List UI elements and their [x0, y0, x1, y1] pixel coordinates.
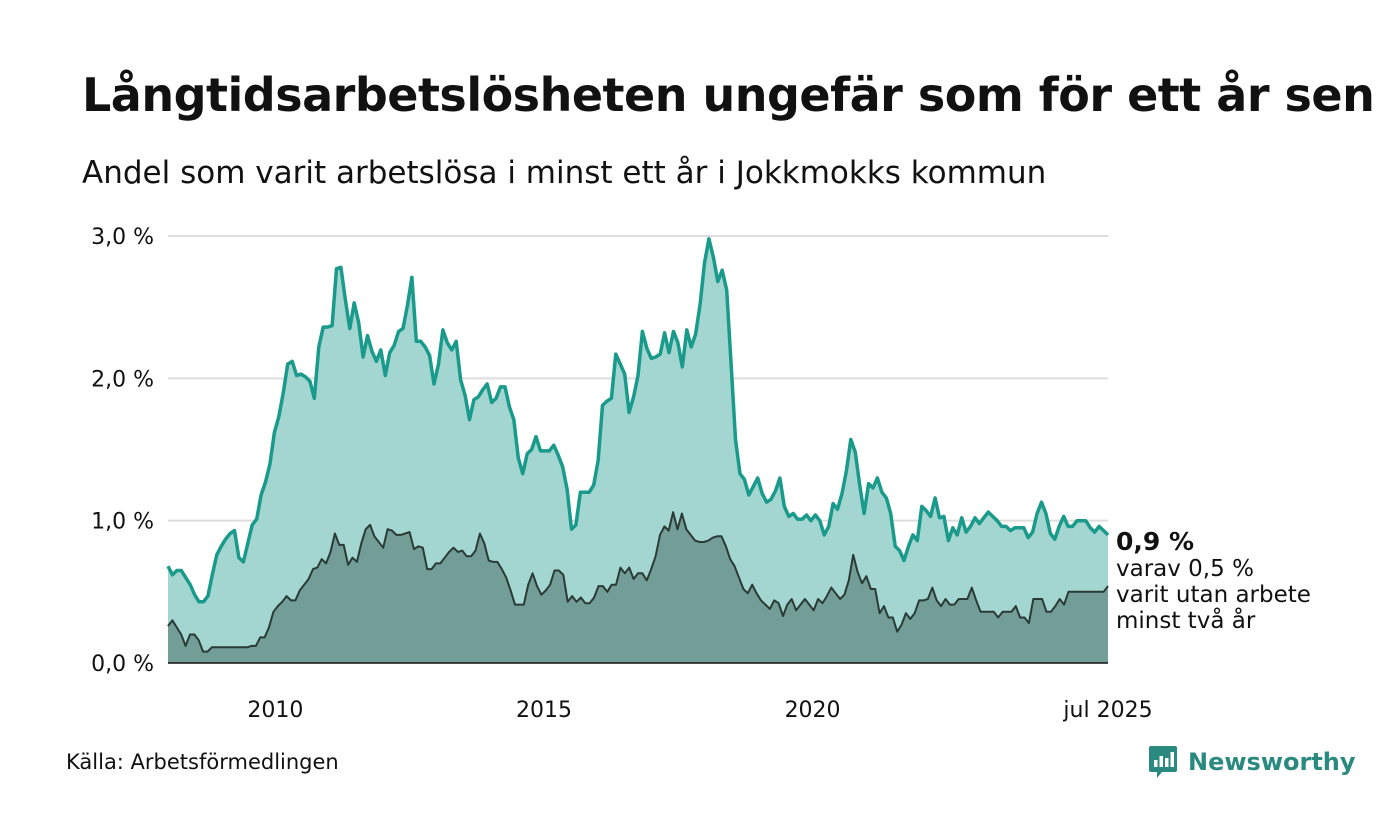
annotation-value: 0,9 % [1116, 527, 1194, 556]
total-line [166, 237, 1110, 604]
x-tick-label: jul 2025 [1062, 698, 1152, 723]
x-tick-label: 2020 [785, 698, 841, 723]
annotation-line-1: varav 0,5 % [1116, 556, 1254, 582]
y-axis: 0,0 % 1,0 % 2,0 % 3,0 % [91, 225, 154, 677]
chart-title: Långtidsarbetslösheten ungefär som för e… [82, 68, 1375, 122]
x-axis: 2010 2015 2020 jul 2025 [247, 698, 1152, 723]
annotation-line-2: varit utan arbete [1116, 582, 1311, 608]
x-tick-label: 2015 [516, 698, 572, 723]
chart-subtitle: Andel som varit arbetslösa i minst ett å… [82, 155, 1047, 191]
newsworthy-logo-icon [1149, 746, 1177, 778]
end-annotation: 0,9 % varav 0,5 % varit utan arbete mins… [1116, 527, 1311, 634]
annotation-line-3: minst två år [1116, 606, 1256, 634]
logo-text: Newsworthy [1188, 748, 1356, 776]
two-year-area [168, 512, 1108, 663]
y-tick-label: 3,0 % [91, 225, 154, 250]
y-tick-label: 2,0 % [91, 367, 154, 392]
source-credit: Källa: Arbetsförmedlingen [66, 750, 339, 774]
newsworthy-logo: Newsworthy [1148, 744, 1356, 780]
y-tick-label: 0,0 % [91, 652, 154, 677]
chart-areas [166, 237, 1110, 664]
two-year-line [167, 511, 1109, 653]
x-tick-label: 2010 [247, 698, 303, 723]
y-tick-label: 1,0 % [91, 510, 154, 535]
